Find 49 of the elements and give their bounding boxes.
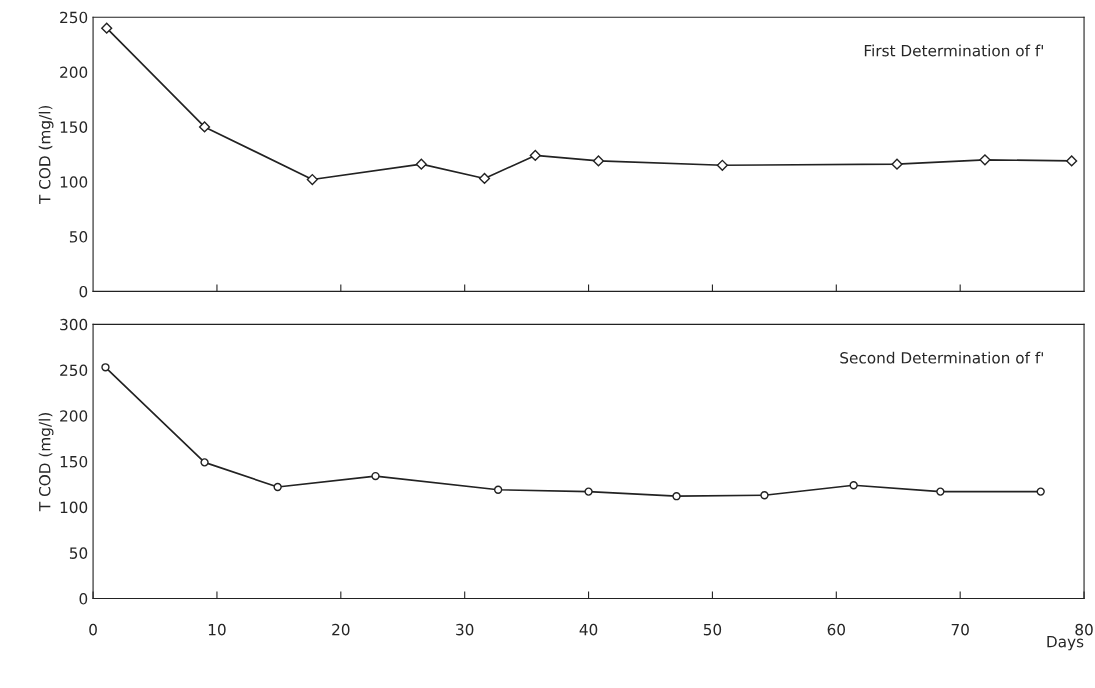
y-tick-label: 250 [60, 364, 88, 377]
point [849, 481, 858, 490]
point [101, 22, 113, 34]
point [672, 492, 681, 501]
y-tick-label: 150 [60, 455, 88, 468]
y-tick-label: 50 [69, 231, 88, 243]
x-axis-title: Days [1047, 636, 1084, 651]
annotation: Second Determination of f' [840, 351, 1043, 364]
y-axis-title: T COD (mg/l) [38, 413, 54, 512]
y-tick-label: 0 [79, 593, 88, 605]
x-tick-label: 70 [951, 623, 969, 636]
point [200, 458, 209, 467]
point [101, 363, 110, 372]
y-tick-label: 200 [60, 410, 88, 422]
point [493, 485, 503, 494]
y-tick-label: 250 [60, 11, 88, 24]
point [478, 172, 491, 185]
point [891, 158, 903, 170]
point [1066, 155, 1078, 167]
point [979, 154, 991, 166]
point [198, 121, 211, 133]
point [584, 487, 593, 496]
y-tick-label: 100 [60, 176, 88, 188]
point [936, 487, 945, 496]
point [529, 149, 541, 162]
y-tick-label: 0 [79, 285, 88, 298]
point [306, 173, 318, 186]
point [716, 159, 728, 171]
annotation: First Determination of f' [864, 44, 1043, 57]
point [1036, 487, 1045, 496]
y-tick-label: 200 [60, 66, 88, 79]
y-axis-title: T COD (mg/l) [38, 105, 54, 205]
x-tick-label: 20 [332, 623, 350, 636]
x-tick-label: 60 [827, 623, 846, 636]
y-tick-label: 100 [60, 501, 88, 514]
y-tick-label: 50 [69, 547, 88, 559]
x-tick-label: 40 [579, 623, 598, 636]
point [760, 491, 769, 500]
x-tick-label: 50 [703, 623, 722, 636]
y-tick-label: 300 [60, 318, 88, 331]
x-tick-label: 0 [89, 623, 97, 636]
x-tick-label: 80 [1075, 623, 1093, 636]
point [371, 471, 380, 481]
y-tick-label: 150 [60, 121, 88, 133]
point [415, 158, 427, 170]
x-tick-label: 30 [456, 623, 474, 636]
x-tick-label: 10 [208, 623, 226, 636]
point [273, 482, 282, 492]
point [592, 155, 605, 167]
